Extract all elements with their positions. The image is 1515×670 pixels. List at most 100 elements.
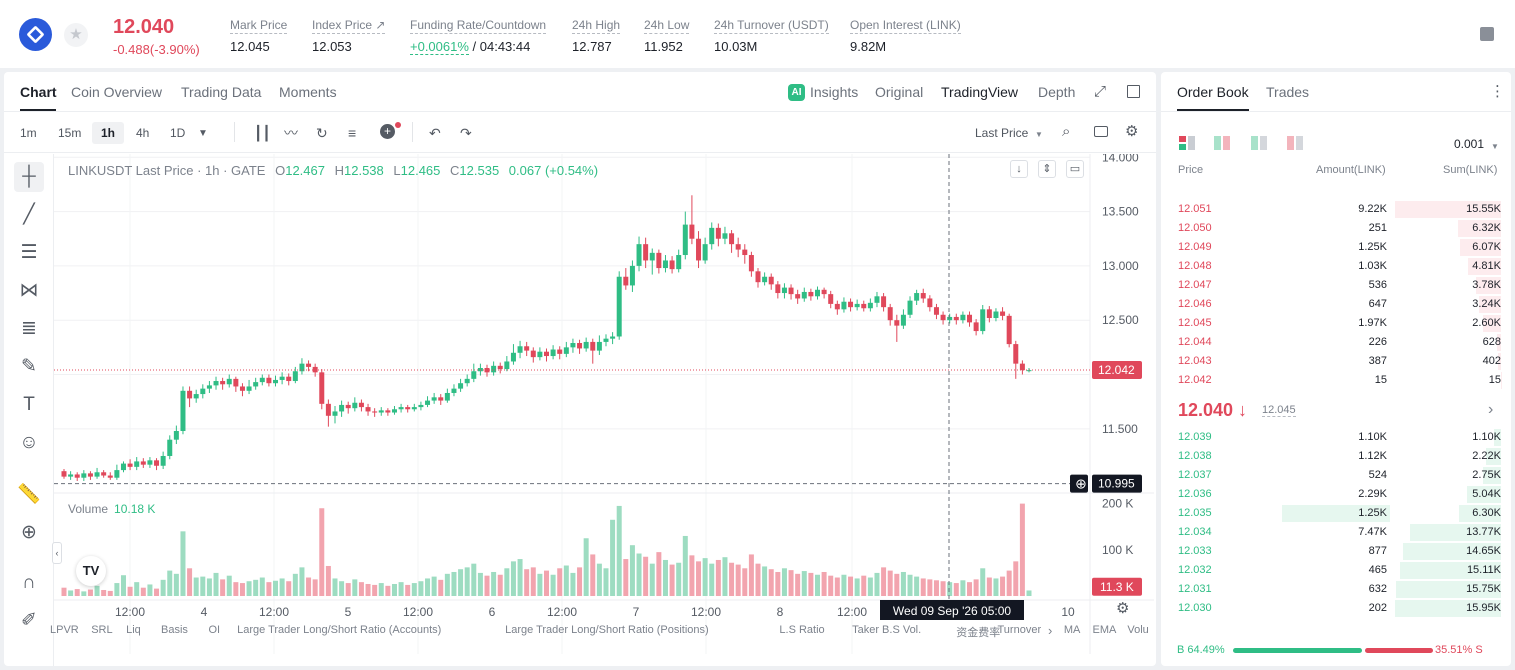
tf-4h[interactable]: 4h: [136, 126, 150, 140]
indicator-item[interactable]: Liq: [126, 624, 141, 636]
tab-depth[interactable]: Depth: [1038, 84, 1076, 100]
indicator-item[interactable]: Turnover: [997, 624, 1042, 636]
scroll-down-icon[interactable]: ↓: [1010, 160, 1028, 178]
price-type-chevron-icon[interactable]: ▼: [1035, 130, 1043, 139]
indicator-item[interactable]: L.S Ratio: [779, 624, 825, 636]
search-icon[interactable]: ⌕: [1062, 123, 1071, 140]
chart-settings-icon[interactable]: ⚙: [1116, 600, 1130, 617]
indicator-item[interactable]: Large Trader Long/Short Ratio (Positions…: [505, 624, 709, 636]
ask-row[interactable]: 12.043 387 402: [1161, 352, 1511, 371]
undo-icon[interactable]: ↶: [429, 125, 441, 141]
tab-insights[interactable]: Insights: [810, 84, 859, 100]
chevron-right-icon[interactable]: ›: [1488, 401, 1494, 418]
ask-row[interactable]: 12.045 1.97K 2.60K: [1161, 314, 1511, 333]
precision-chevron-icon[interactable]: ▼: [1491, 142, 1499, 151]
price-type-select[interactable]: Last Price: [975, 126, 1029, 140]
ask-row[interactable]: 12.046 647 3.24K: [1161, 295, 1511, 314]
tf-1h[interactable]: 1h: [92, 122, 125, 144]
maximize-pane-icon[interactable]: ▭: [1066, 160, 1084, 178]
bid-row[interactable]: 12.030 202 15.95K: [1161, 599, 1511, 618]
emoji-tool-icon[interactable]: ☺: [19, 432, 39, 453]
indicator-item[interactable]: Taker B.S Vol.: [852, 624, 922, 636]
magnet-tool-icon[interactable]: ∩: [22, 572, 36, 593]
bid-row[interactable]: 12.036 2.29K 5.04K: [1161, 485, 1511, 504]
timeframe-dropdown-icon[interactable]: ▼: [198, 128, 208, 139]
window-icon[interactable]: [1127, 85, 1140, 98]
ask-row[interactable]: 12.050 251 6.32K: [1161, 219, 1511, 238]
precision-select[interactable]: 0.001: [1454, 137, 1485, 151]
indicators-icon[interactable]: 〰: [284, 125, 298, 141]
view-bids-icon[interactable]: [1251, 136, 1267, 150]
tf-1d[interactable]: 1D: [170, 126, 186, 140]
tab-trades[interactable]: Trades: [1266, 84, 1310, 100]
ask-row[interactable]: 12.047 536 3.78K: [1161, 276, 1511, 295]
ask-row[interactable]: 12.042 15 15: [1161, 371, 1511, 390]
settings-gear-icon[interactable]: ⚙: [1125, 123, 1139, 140]
crosshair-tool-icon[interactable]: ┼: [14, 162, 44, 192]
bid-row[interactable]: 12.035 1.25K 6.30K: [1161, 504, 1511, 523]
indicator-item[interactable]: OI: [208, 624, 221, 636]
tab-coin-overview[interactable]: Coin Overview: [71, 84, 163, 100]
indicator-item[interactable]: SRL: [91, 624, 113, 636]
indicator-item[interactable]: Volu: [1127, 624, 1149, 636]
indicator-item[interactable]: LPVR: [50, 624, 79, 636]
bid-row[interactable]: 12.031 632 15.75K: [1161, 580, 1511, 599]
zoom-tool-icon[interactable]: ⊕: [21, 522, 37, 543]
ask-row[interactable]: 12.044 226 628: [1161, 333, 1511, 352]
templates-icon[interactable]: ≡: [348, 125, 357, 141]
stat-funding-rate[interactable]: Funding Rate/Countdown +0.0061% / 04:43:…: [410, 18, 547, 55]
indicator-item[interactable]: EMA: [1092, 624, 1117, 636]
screenshot-camera-icon[interactable]: [1094, 126, 1108, 137]
pattern-tool-icon[interactable]: ⋈: [19, 280, 39, 301]
collapse-pane-icon[interactable]: ⇕: [1038, 160, 1056, 178]
text-tool-icon[interactable]: T: [23, 394, 35, 415]
stat-open-interest[interactable]: Open Interest (LINK) 9.82M: [850, 18, 961, 54]
brush-tool-icon[interactable]: ✎: [21, 356, 37, 377]
tab-trading-data[interactable]: Trading Data: [181, 84, 262, 100]
bid-row[interactable]: 12.038 1.12K 2.22K: [1161, 447, 1511, 466]
bid-row[interactable]: 12.034 7.47K 13.77K: [1161, 523, 1511, 542]
trend-line-tool-icon[interactable]: ╱: [23, 204, 35, 225]
bid-row[interactable]: 12.033 877 14.65K: [1161, 542, 1511, 561]
expand-icon[interactable]: ⤢: [1094, 83, 1107, 100]
mid-mark-price[interactable]: 12.045: [1262, 404, 1296, 417]
tab-chart[interactable]: Chart: [20, 84, 57, 100]
tab-order-book[interactable]: Order Book: [1177, 84, 1249, 100]
ask-row[interactable]: 12.049 1.25K 6.07K: [1161, 238, 1511, 257]
book-icon[interactable]: [1480, 27, 1494, 41]
indicator-item[interactable]: 资金费率: [956, 627, 1001, 639]
pencil-lock-tool-icon[interactable]: ✐: [21, 610, 37, 631]
stat-index-price[interactable]: Index Price ↗ 12.053: [312, 18, 386, 54]
indicator-item[interactable]: Large Trader Long/Short Ratio (Accounts): [237, 624, 442, 636]
tf-15m[interactable]: 15m: [58, 126, 82, 140]
tab-original[interactable]: Original: [875, 84, 924, 100]
favorite-star-icon[interactable]: ★: [64, 23, 88, 47]
stat-mark-price[interactable]: Mark Price 12.045: [230, 18, 288, 54]
candle-type-icon[interactable]: ┃┃: [254, 125, 271, 141]
add-alert-icon[interactable]: +: [380, 124, 395, 139]
ruler-tool-icon[interactable]: 📏: [17, 484, 41, 505]
view-both-icon[interactable]: [1179, 136, 1195, 150]
view-asks-icon[interactable]: [1287, 136, 1303, 150]
tab-moments[interactable]: Moments: [279, 84, 337, 100]
bid-row[interactable]: 12.037 524 2.75K: [1161, 466, 1511, 485]
indicator-item[interactable]: MA: [1063, 624, 1081, 636]
view-both-alt-icon[interactable]: [1214, 136, 1230, 150]
tf-1m[interactable]: 1m: [20, 126, 37, 140]
horizontal-lines-tool-icon[interactable]: ☰: [20, 242, 38, 263]
crosshair-time-bg: [880, 600, 1024, 620]
candlestick-chart[interactable]: 14.00013.50013.00012.50012.00011.500200 …: [54, 154, 1154, 664]
ask-row[interactable]: 12.051 9.22K 15.55K: [1161, 200, 1511, 219]
ask-row[interactable]: 12.048 1.03K 4.81K: [1161, 257, 1511, 276]
more-options-icon[interactable]: ⋮: [1490, 83, 1505, 100]
redo-icon[interactable]: ↷: [460, 125, 472, 141]
indicator-item[interactable]: Basis: [161, 624, 188, 636]
fib-tool-icon[interactable]: ≣: [21, 318, 37, 339]
bid-row[interactable]: 12.039 1.10K 1.10K: [1161, 428, 1511, 447]
compare-icon[interactable]: ↻: [316, 125, 328, 141]
tab-tradingview[interactable]: TradingView: [941, 84, 1019, 100]
indicator-scroll-right-icon[interactable]: ›: [1048, 623, 1053, 638]
collapse-tools-icon[interactable]: ‹: [52, 542, 62, 564]
bid-row[interactable]: 12.032 465 15.11K: [1161, 561, 1511, 580]
tradingview-logo[interactable]: TV: [76, 556, 106, 586]
